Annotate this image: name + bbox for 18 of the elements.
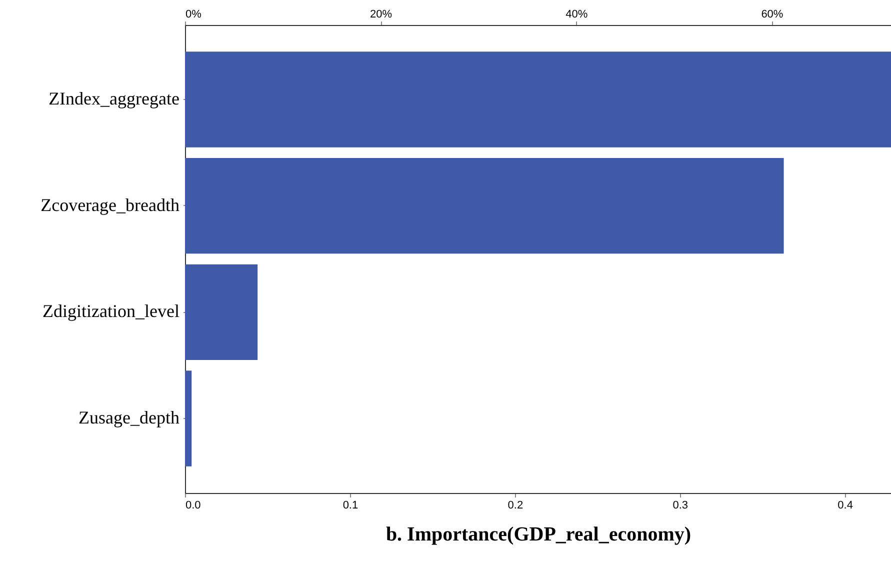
- x-tick-label: 0.4: [838, 500, 853, 512]
- bar: [185, 158, 784, 254]
- y-tick-label: Zusage_depth: [78, 408, 180, 428]
- x2-tick-label: 20%: [370, 8, 392, 20]
- x-tick-label: 0.0: [186, 500, 201, 512]
- y-tick-label: ZIndex_aggregate: [48, 88, 180, 108]
- bar: [185, 52, 891, 148]
- bar: [185, 370, 192, 466]
- x-tick-label: 0.1: [342, 500, 358, 512]
- y-tick-label: Zdigitization_level: [42, 301, 180, 322]
- y-tick-label: Zcoverage_breadth: [40, 194, 180, 215]
- x-tick-label: 0.3: [672, 500, 688, 512]
- bar: [185, 264, 258, 360]
- x2-tick-label: 0%: [186, 8, 202, 20]
- x-axis-title: b. Importance(GDP_real_economy): [386, 524, 692, 546]
- x2-tick-label: 40%: [566, 8, 588, 20]
- x2-tick-label: 60%: [761, 8, 784, 20]
- x-tick-label: 0.2: [508, 500, 524, 512]
